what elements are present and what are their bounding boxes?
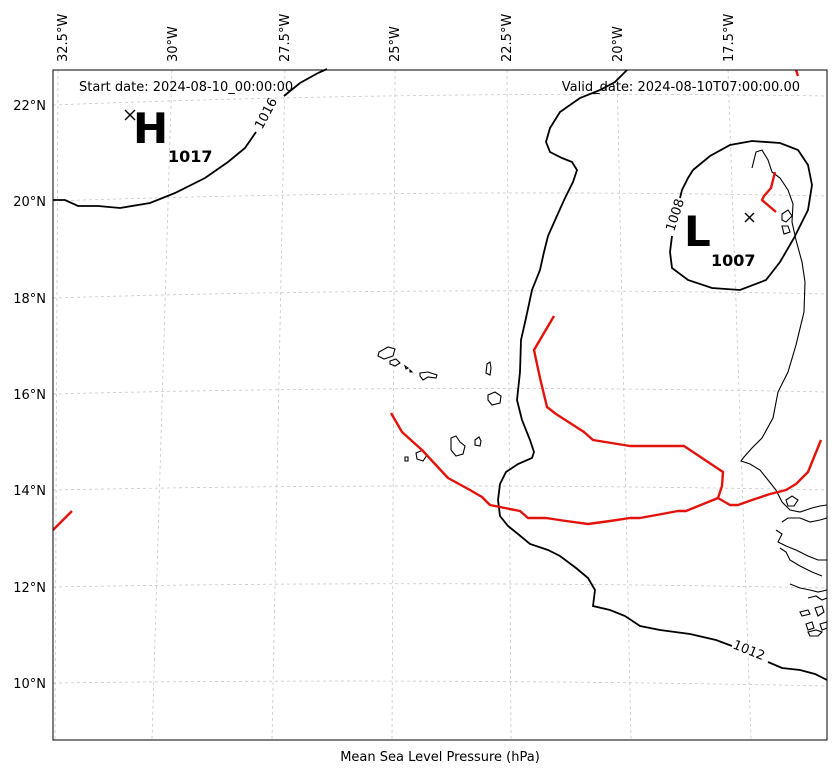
lat-tick: 12°N: [13, 581, 46, 596]
lat-tick-labels: 22°N 20°N 18°N 16°N 14°N 12°N 10°N: [13, 99, 46, 692]
fronts: [52, 69, 823, 531]
lat-tick: 18°N: [13, 292, 46, 307]
lat-tick: 16°N: [13, 388, 46, 403]
lon-tick: 17.5°W: [722, 14, 737, 62]
lon-tick: 25°W: [388, 26, 403, 62]
lon-tick: 20°W: [611, 26, 626, 62]
valid-date: Valid_date: 2024-08-10T07:00:00.00: [562, 80, 800, 95]
lon-tick: 22.5°W: [500, 14, 515, 62]
lon-tick: 30°W: [166, 26, 181, 62]
coastlines: [377, 149, 828, 637]
low-center: L 1007: [684, 207, 756, 270]
high-center-marker: [124, 109, 136, 121]
lon-tick: 32.5°W: [56, 14, 71, 62]
lat-tick: 22°N: [13, 99, 46, 114]
low-value: 1007: [711, 251, 756, 270]
lat-tick: 20°N: [13, 195, 46, 210]
low-letter: L: [684, 207, 711, 256]
isobars: [53, 68, 828, 681]
map-frame: [52, 69, 828, 741]
high-center: H 1017: [124, 104, 213, 166]
lat-tick: 14°N: [13, 484, 46, 499]
high-letter: H: [133, 104, 168, 153]
graticule: [52, 69, 828, 741]
lon-tick-labels: 32.5°W 30°W 27.5°W 25°W 22.5°W 20°W 17.5…: [56, 14, 737, 62]
low-center-marker: [744, 212, 755, 223]
high-value: 1017: [168, 147, 213, 166]
map-xlabel: Mean Sea Level Pressure (hPa): [340, 750, 540, 765]
lon-tick: 27.5°W: [278, 14, 293, 62]
start-date: Start date: 2024-08-10_00:00:00: [79, 80, 293, 95]
lat-tick: 10°N: [13, 677, 46, 692]
isobar-label-1016: 1016: [252, 96, 281, 132]
